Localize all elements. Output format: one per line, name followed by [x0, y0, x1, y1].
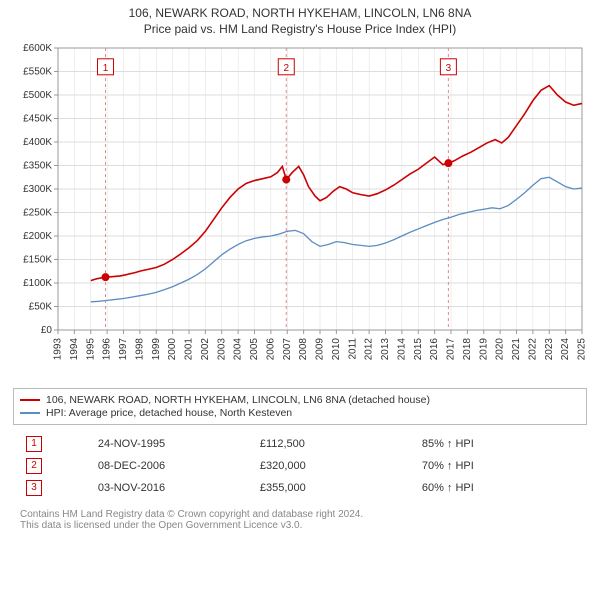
sale-badge: 1 — [26, 436, 42, 452]
sale-number-cell: 1 — [20, 433, 92, 455]
svg-text:2008: 2008 — [298, 338, 309, 361]
svg-text:£50K: £50K — [29, 302, 53, 313]
svg-text:3: 3 — [446, 63, 452, 74]
sale-price-cell: £355,000 — [254, 477, 416, 499]
sale-number-cell: 3 — [20, 477, 92, 499]
sale-date-cell: 03-NOV-2016 — [92, 477, 254, 499]
legend-label: 106, NEWARK ROAD, NORTH HYKEHAM, LINCOLN… — [46, 394, 430, 406]
sale-hpi-cell: 85% ↑ HPI — [416, 433, 580, 455]
legend-label: HPI: Average price, detached house, Nort… — [46, 407, 292, 419]
svg-text:1: 1 — [103, 63, 109, 74]
footer-attribution: Contains HM Land Registry data © Crown c… — [20, 509, 580, 531]
svg-text:2000: 2000 — [167, 338, 178, 361]
svg-text:2018: 2018 — [462, 338, 473, 361]
table-row: 3 03-NOV-2016£355,00060% ↑ HPI — [20, 477, 580, 499]
svg-text:2001: 2001 — [184, 338, 195, 361]
sales-table: 1 24-NOV-1995£112,50085% ↑ HPI 2 08-DEC-200… — [20, 433, 580, 499]
sale-number-cell: 2 — [20, 455, 92, 477]
svg-text:2022: 2022 — [527, 338, 538, 361]
price-chart: £0 £50K £100K £150K £200K £250K £300K £350K £400… — [10, 42, 590, 382]
sale-date-cell: 24-NOV-1995 — [92, 433, 254, 455]
svg-text:2004: 2004 — [233, 338, 244, 361]
svg-text:1993: 1993 — [53, 338, 64, 361]
svg-text:1996: 1996 — [102, 338, 113, 361]
svg-text:£200K: £200K — [23, 231, 52, 242]
legend-swatch — [20, 412, 40, 414]
page-title-line2: Price paid vs. HM Land Registry's House … — [0, 22, 600, 36]
svg-text:£600K: £600K — [23, 43, 52, 54]
svg-text:2024: 2024 — [560, 338, 571, 361]
svg-text:£400K: £400K — [23, 137, 52, 148]
svg-text:2025: 2025 — [577, 338, 588, 361]
svg-text:2003: 2003 — [216, 338, 227, 361]
svg-text:£100K: £100K — [23, 278, 52, 289]
sale-hpi-cell: 70% ↑ HPI — [416, 455, 580, 477]
svg-text:£300K: £300K — [23, 184, 52, 195]
svg-text:£0: £0 — [41, 325, 53, 336]
svg-text:2006: 2006 — [265, 338, 276, 361]
svg-text:£350K: £350K — [23, 161, 52, 172]
svg-text:2007: 2007 — [282, 338, 293, 361]
svg-text:1999: 1999 — [151, 338, 162, 361]
legend-swatch — [20, 399, 40, 401]
sale-badge: 2 — [26, 458, 42, 474]
svg-text:£150K: £150K — [23, 255, 52, 266]
svg-text:2012: 2012 — [364, 338, 375, 361]
table-row: 1 24-NOV-1995£112,50085% ↑ HPI — [20, 433, 580, 455]
legend-item: HPI: Average price, detached house, Nort… — [20, 407, 580, 419]
svg-text:£250K: £250K — [23, 208, 52, 219]
svg-text:2: 2 — [283, 63, 289, 74]
legend-item: 106, NEWARK ROAD, NORTH HYKEHAM, LINCOLN… — [20, 394, 580, 406]
footer-line2: This data is licensed under the Open Gov… — [20, 520, 580, 531]
svg-text:2002: 2002 — [200, 338, 211, 361]
sale-price-cell: £320,000 — [254, 455, 416, 477]
svg-text:2011: 2011 — [347, 338, 358, 360]
svg-text:2014: 2014 — [396, 338, 407, 361]
svg-text:1994: 1994 — [69, 338, 80, 361]
footer-line1: Contains HM Land Registry data © Crown c… — [20, 509, 580, 520]
svg-text:2016: 2016 — [429, 338, 440, 361]
table-row: 2 08-DEC-2006£320,00070% ↑ HPI — [20, 455, 580, 477]
svg-text:1998: 1998 — [134, 338, 145, 361]
svg-text:£450K: £450K — [23, 114, 52, 125]
svg-text:1997: 1997 — [118, 338, 129, 361]
chart-legend: 106, NEWARK ROAD, NORTH HYKEHAM, LINCOLN… — [13, 388, 587, 425]
svg-text:2017: 2017 — [446, 338, 457, 361]
svg-text:2019: 2019 — [478, 338, 489, 361]
svg-text:2015: 2015 — [413, 338, 424, 361]
svg-text:2020: 2020 — [495, 338, 506, 361]
sale-hpi-cell: 60% ↑ HPI — [416, 477, 580, 499]
svg-text:2010: 2010 — [331, 338, 342, 361]
sale-date-cell: 08-DEC-2006 — [92, 455, 254, 477]
svg-text:£500K: £500K — [23, 90, 52, 101]
sale-price-cell: £112,500 — [254, 433, 416, 455]
svg-text:1995: 1995 — [85, 338, 96, 361]
svg-text:2013: 2013 — [380, 338, 391, 361]
svg-text:2023: 2023 — [544, 338, 555, 361]
svg-text:2005: 2005 — [249, 338, 260, 361]
svg-text:2009: 2009 — [315, 338, 326, 361]
sale-badge: 3 — [26, 480, 42, 496]
svg-text:£550K: £550K — [23, 67, 52, 78]
page-title-line1: 106, NEWARK ROAD, NORTH HYKEHAM, LINCOLN… — [0, 6, 600, 20]
svg-text:2021: 2021 — [511, 338, 522, 361]
